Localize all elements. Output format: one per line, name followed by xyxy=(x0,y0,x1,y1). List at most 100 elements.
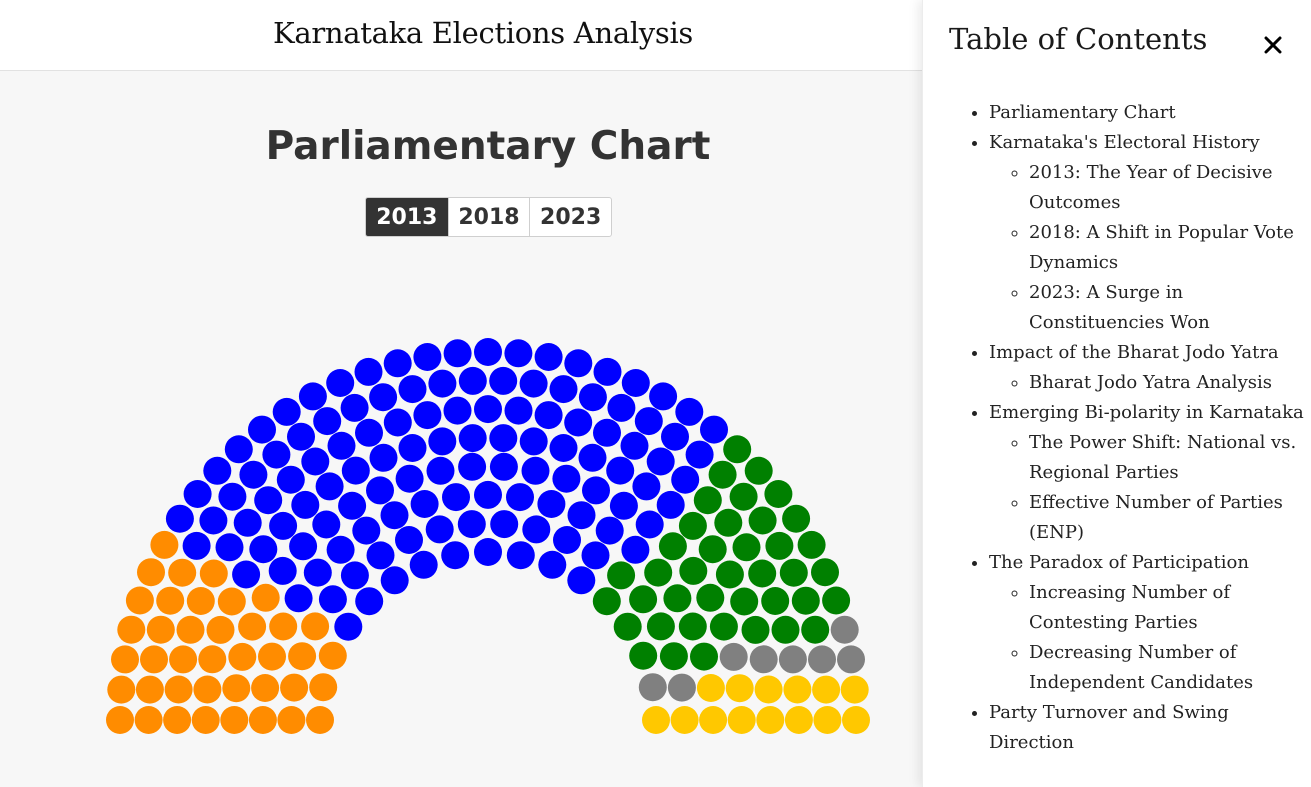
toc-link[interactable]: Karnataka's Electoral History xyxy=(989,132,1260,153)
toc-link[interactable]: Emerging Bi-polarity in Karnataka xyxy=(989,402,1304,423)
year-selector: 2013 2018 2023 xyxy=(365,197,612,237)
seat-dot xyxy=(709,612,738,641)
toc-sublink[interactable]: 2013: The Year of Decisive Outcomes xyxy=(1029,162,1273,213)
seat-dot xyxy=(198,645,227,674)
seat-dot xyxy=(656,490,685,519)
seat-dot xyxy=(313,407,342,436)
seat-dot xyxy=(658,532,687,561)
seat-dot xyxy=(748,506,777,535)
seat-dot xyxy=(306,706,334,734)
seat-dot xyxy=(426,456,455,485)
seat-dot xyxy=(248,415,276,444)
seat-dot xyxy=(355,418,383,447)
seat-dot xyxy=(413,343,442,371)
toc-sublink[interactable]: Bharat Jodo Yatra Analysis xyxy=(1029,372,1272,393)
seat-dot xyxy=(783,675,812,704)
seat-dot xyxy=(380,501,409,530)
toc-sublink[interactable]: The Power Shift: National vs. Regional P… xyxy=(1029,432,1297,483)
seat-dot xyxy=(842,706,870,734)
seat-dot xyxy=(567,566,596,595)
year-button-2023[interactable]: 2023 xyxy=(529,198,611,236)
seat-dot xyxy=(595,516,624,545)
seat-dot xyxy=(289,532,318,561)
seat-dot xyxy=(741,615,770,644)
seat-dot xyxy=(298,382,327,411)
toc-link[interactable]: Impact of the Bharat Jodo Yatra xyxy=(989,342,1279,363)
toc-sublink[interactable]: 2023: A Surge in Constituencies Won xyxy=(1029,282,1210,333)
toc-sublink[interactable]: Effective Number of Parties (ENP) xyxy=(1029,492,1283,543)
seat-dot xyxy=(840,675,869,704)
seat-dot xyxy=(646,612,675,641)
seat-dot xyxy=(369,443,398,472)
seat-dot xyxy=(249,535,278,564)
seat-dot xyxy=(764,480,793,508)
seat-dot xyxy=(156,586,185,615)
seat-dot xyxy=(276,465,305,494)
toc-sublink[interactable]: 2018: A Shift in Popular Vote Dynamics xyxy=(1029,222,1294,273)
seat-dot xyxy=(315,472,344,501)
seat-dot xyxy=(811,558,839,587)
seat-dot xyxy=(504,396,533,425)
toc-item: Parliamentary Chart xyxy=(989,98,1309,128)
seat-dot xyxy=(749,645,778,674)
seat-dot xyxy=(761,587,790,615)
toc-sublist: Bharat Jodo Yatra Analysis xyxy=(989,368,1309,398)
toc-sublist: The Power Shift: National vs. Regional P… xyxy=(989,428,1309,548)
seat-dot xyxy=(606,456,635,485)
seat-dot xyxy=(732,533,761,562)
seat-dot xyxy=(254,486,283,515)
seat-dot xyxy=(644,558,673,587)
seat-dot xyxy=(748,559,777,588)
seat-dot xyxy=(708,460,737,489)
seat-dot xyxy=(729,482,758,511)
seat-dot xyxy=(215,533,244,562)
seat-dot xyxy=(519,427,548,456)
seat-dot xyxy=(222,674,251,703)
seat-dot xyxy=(581,541,610,570)
top-bar: Karnataka Elections Analysis xyxy=(0,0,922,71)
seat-dot xyxy=(239,460,268,489)
seat-dot xyxy=(778,645,807,674)
toc-item: Impact of the Bharat Jodo Yatra Bharat Jo… xyxy=(989,338,1309,398)
seat-dot xyxy=(730,587,759,616)
seat-dot xyxy=(693,486,722,515)
seat-dot xyxy=(629,641,658,670)
toc-subitem: Effective Number of Parties (ENP) xyxy=(1029,488,1309,548)
parliament-chart xyxy=(106,338,870,734)
seat-dot xyxy=(638,673,667,702)
seat-dot xyxy=(756,706,785,734)
site-title: Karnataka Elections Analysis xyxy=(272,16,694,50)
seat-dot xyxy=(522,515,551,544)
seat-dot xyxy=(593,357,622,386)
seat-dot xyxy=(754,675,783,704)
seat-dot xyxy=(458,452,487,481)
seat-dot xyxy=(443,396,472,425)
toc-link[interactable]: Party Turnover and Swing Direction xyxy=(989,702,1229,753)
seat-dot xyxy=(646,447,675,476)
seat-dot xyxy=(366,476,394,505)
seat-dot xyxy=(217,587,246,616)
seat-dot xyxy=(801,615,830,644)
seat-dot xyxy=(395,526,423,554)
seat-dot xyxy=(137,558,165,587)
toc-sublink[interactable]: Increasing Number of Contesting Parties xyxy=(1029,582,1231,633)
year-button-2018[interactable]: 2018 xyxy=(447,198,530,236)
seat-dot xyxy=(537,490,566,518)
seat-dot xyxy=(671,465,700,494)
toc-subitem: The Power Shift: National vs. Regional P… xyxy=(1029,428,1309,488)
toc-panel: Table of Contents Parliamentary Chart Kar… xyxy=(922,0,1311,787)
seat-dot xyxy=(203,456,232,485)
seat-dot xyxy=(506,541,535,570)
toc-link[interactable]: The Paradox of Participation xyxy=(989,552,1249,573)
seat-dot xyxy=(504,339,533,368)
seat-dot xyxy=(685,440,714,469)
seat-dot xyxy=(813,706,842,734)
seat-dot xyxy=(553,526,581,554)
close-icon[interactable] xyxy=(1259,28,1287,60)
toc-sublink[interactable]: Decreasing Number of Independent Candida… xyxy=(1029,642,1254,693)
seat-dot xyxy=(366,541,395,570)
toc-link[interactable]: Parliamentary Chart xyxy=(989,102,1176,123)
year-button-2013[interactable]: 2013 xyxy=(366,198,448,236)
seat-dot xyxy=(176,615,205,644)
seat-dot xyxy=(383,349,412,378)
